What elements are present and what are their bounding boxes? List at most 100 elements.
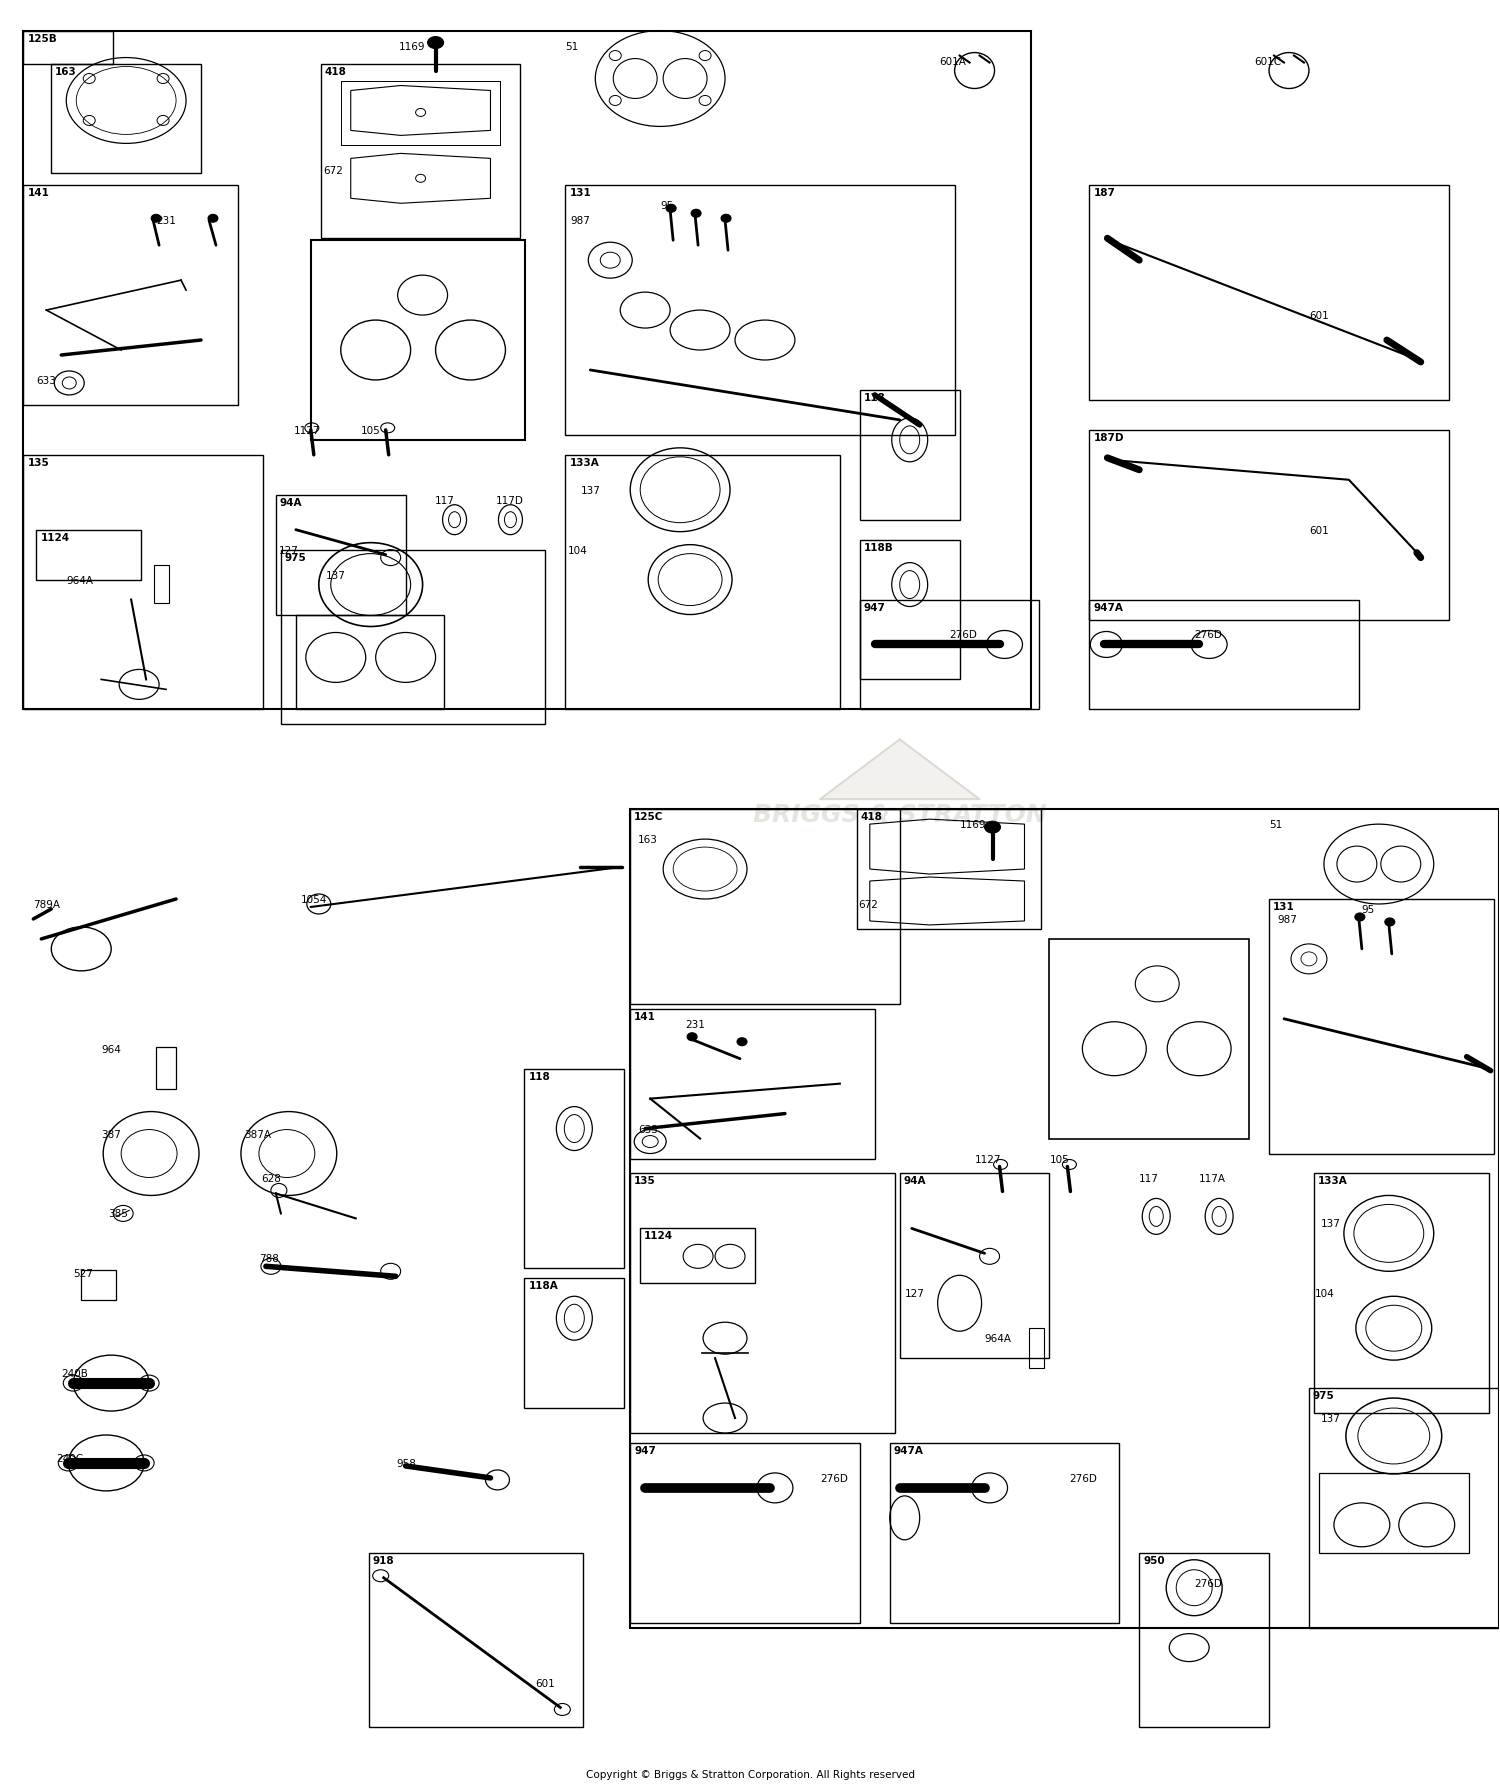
Bar (310, 242, 525, 440)
Text: 94A: 94A (903, 1175, 926, 1186)
Text: 131: 131 (570, 188, 591, 199)
Text: 947A: 947A (1094, 603, 1124, 612)
Ellipse shape (984, 821, 1000, 834)
Text: 133A: 133A (570, 458, 598, 467)
Text: 672: 672 (858, 900, 877, 909)
Text: 601: 601 (1310, 526, 1329, 535)
Ellipse shape (722, 215, 730, 224)
Text: 964A: 964A (984, 1333, 1011, 1344)
Bar (900, 1174, 1050, 1358)
Bar (525, 1279, 624, 1408)
Text: 1127: 1127 (975, 1154, 1000, 1165)
Bar (566, 186, 954, 435)
Text: 141: 141 (27, 188, 50, 199)
Bar (630, 1444, 860, 1623)
Ellipse shape (152, 215, 160, 224)
Bar (630, 1009, 874, 1159)
Text: 788: 788 (260, 1254, 279, 1263)
Text: 240B: 240B (62, 1369, 88, 1378)
Text: 918: 918 (372, 1555, 394, 1565)
Bar (630, 810, 1498, 1628)
Text: 104: 104 (567, 546, 586, 555)
Text: BRIGGS & STRATTON: BRIGGS & STRATTON (753, 803, 1047, 827)
Text: 633: 633 (638, 1123, 658, 1134)
Text: 633: 633 (36, 376, 56, 386)
Text: 118: 118 (528, 1072, 550, 1081)
Text: 231: 231 (156, 216, 176, 225)
Text: 137: 137 (326, 571, 345, 580)
Bar (1029, 1329, 1044, 1369)
Ellipse shape (1354, 914, 1365, 921)
Text: 964: 964 (100, 1045, 122, 1054)
Text: Copyright © Briggs & Stratton Corporation. All Rights reserved: Copyright © Briggs & Stratton Corporatio… (585, 1769, 915, 1780)
Text: 276D: 276D (821, 1472, 848, 1483)
Bar (24, 32, 112, 64)
Text: 958: 958 (396, 1458, 417, 1469)
Text: 105: 105 (360, 426, 381, 437)
Text: 141: 141 (634, 1011, 656, 1022)
Ellipse shape (687, 1034, 698, 1041)
Text: 1127: 1127 (294, 426, 321, 437)
Text: 118A: 118A (528, 1281, 558, 1290)
Text: 187D: 187D (1094, 433, 1124, 442)
Text: 947: 947 (864, 603, 885, 612)
Bar (280, 551, 546, 725)
Polygon shape (821, 741, 980, 800)
Text: 975: 975 (285, 553, 306, 562)
Bar (1269, 900, 1494, 1154)
Text: 127: 127 (279, 546, 298, 555)
Text: 672: 672 (322, 166, 342, 177)
Text: 947A: 947A (894, 1446, 924, 1454)
Bar (321, 64, 520, 240)
Text: 163: 163 (638, 835, 658, 844)
Text: 104: 104 (1316, 1288, 1335, 1299)
Bar (154, 565, 170, 603)
Bar (1089, 601, 1359, 710)
Bar (630, 810, 900, 1004)
Bar (81, 1270, 116, 1301)
Text: 1124: 1124 (644, 1231, 674, 1242)
Text: 418: 418 (326, 66, 346, 77)
Text: 135: 135 (634, 1175, 656, 1186)
Text: 231: 231 (686, 1020, 705, 1029)
Bar (1314, 1174, 1488, 1413)
Text: 137: 137 (1322, 1413, 1341, 1424)
Text: 527: 527 (74, 1268, 93, 1279)
Bar (890, 1444, 1119, 1623)
Text: 105: 105 (1050, 1154, 1070, 1165)
Bar (856, 810, 1041, 930)
Bar (859, 540, 960, 680)
Bar (1318, 1472, 1468, 1553)
Bar (24, 456, 262, 710)
Text: 135: 135 (27, 458, 50, 467)
Text: 117A: 117A (1198, 1174, 1225, 1184)
Ellipse shape (209, 215, 218, 224)
Text: 95: 95 (1362, 905, 1376, 914)
Bar (640, 1229, 754, 1283)
Text: 1169: 1169 (399, 41, 424, 52)
Text: 127: 127 (904, 1288, 924, 1299)
Text: 789A: 789A (33, 900, 60, 909)
Bar (566, 456, 840, 710)
Text: 387A: 387A (244, 1129, 272, 1140)
Bar (1089, 186, 1449, 401)
Text: 964A: 964A (66, 576, 93, 585)
Text: 240C: 240C (57, 1453, 84, 1463)
Text: 133A: 133A (1318, 1175, 1347, 1186)
Text: 95: 95 (660, 200, 674, 211)
Bar (1089, 431, 1449, 621)
Text: 418: 418 (861, 812, 882, 821)
Bar (1310, 1388, 1498, 1628)
Text: 117D: 117D (495, 496, 524, 506)
Ellipse shape (736, 1038, 747, 1047)
Text: 601: 601 (1310, 311, 1329, 320)
Text: 276D: 276D (950, 630, 978, 640)
Text: 276D: 276D (1194, 1578, 1222, 1589)
Text: 1169: 1169 (960, 819, 986, 830)
Bar (630, 1174, 894, 1433)
Text: 125B: 125B (27, 34, 57, 43)
Ellipse shape (1384, 918, 1395, 927)
Bar (1140, 1553, 1269, 1728)
Text: 137: 137 (1322, 1218, 1341, 1229)
Text: 51: 51 (566, 41, 579, 52)
